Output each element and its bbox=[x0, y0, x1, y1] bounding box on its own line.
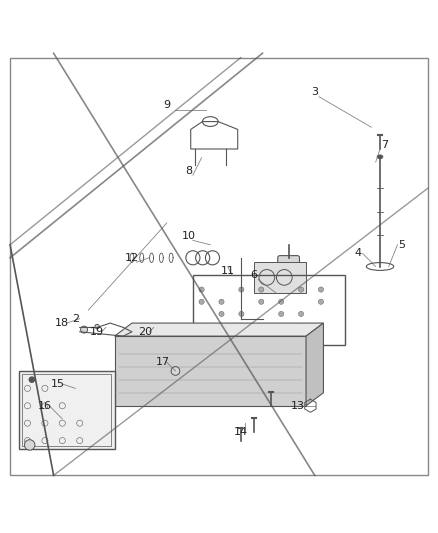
Circle shape bbox=[318, 299, 324, 304]
Text: 10: 10 bbox=[181, 231, 195, 241]
Circle shape bbox=[298, 311, 304, 317]
Text: 12: 12 bbox=[125, 253, 139, 263]
Polygon shape bbox=[306, 323, 323, 406]
Text: 19: 19 bbox=[90, 327, 104, 337]
Text: 2: 2 bbox=[72, 314, 79, 324]
Circle shape bbox=[259, 299, 264, 304]
Text: 3: 3 bbox=[311, 87, 318, 98]
FancyBboxPatch shape bbox=[278, 256, 300, 277]
Text: 6: 6 bbox=[251, 270, 257, 280]
Circle shape bbox=[219, 336, 224, 341]
Text: 9: 9 bbox=[163, 100, 170, 110]
Circle shape bbox=[199, 336, 204, 341]
Circle shape bbox=[259, 324, 264, 329]
Circle shape bbox=[318, 287, 324, 292]
Polygon shape bbox=[115, 323, 323, 336]
Circle shape bbox=[239, 324, 244, 329]
Text: 14: 14 bbox=[234, 427, 248, 437]
Text: 18: 18 bbox=[55, 318, 69, 328]
Circle shape bbox=[199, 287, 204, 292]
Circle shape bbox=[279, 311, 284, 317]
Circle shape bbox=[279, 336, 284, 341]
Circle shape bbox=[318, 324, 324, 329]
Text: 4: 4 bbox=[355, 248, 362, 259]
Circle shape bbox=[239, 311, 244, 317]
Text: 13: 13 bbox=[290, 401, 304, 411]
Circle shape bbox=[25, 440, 35, 450]
Circle shape bbox=[219, 311, 224, 317]
Text: 11: 11 bbox=[221, 266, 235, 276]
Circle shape bbox=[199, 324, 204, 329]
Circle shape bbox=[279, 299, 284, 304]
Polygon shape bbox=[19, 371, 115, 449]
Circle shape bbox=[171, 367, 180, 375]
Circle shape bbox=[95, 325, 99, 329]
Circle shape bbox=[239, 287, 244, 292]
Text: 15: 15 bbox=[51, 379, 65, 389]
Circle shape bbox=[219, 299, 224, 304]
Circle shape bbox=[259, 287, 264, 292]
FancyBboxPatch shape bbox=[254, 262, 306, 293]
Text: 8: 8 bbox=[185, 166, 192, 176]
Circle shape bbox=[259, 336, 264, 341]
Circle shape bbox=[29, 377, 35, 382]
Text: 7: 7 bbox=[381, 140, 388, 150]
Text: 17: 17 bbox=[155, 357, 170, 367]
Text: 5: 5 bbox=[398, 240, 405, 250]
Polygon shape bbox=[115, 336, 306, 406]
Circle shape bbox=[318, 336, 324, 341]
Circle shape bbox=[81, 326, 88, 333]
Text: 16: 16 bbox=[38, 401, 52, 411]
Text: 20: 20 bbox=[138, 327, 152, 337]
Circle shape bbox=[199, 299, 204, 304]
Circle shape bbox=[298, 324, 304, 329]
Ellipse shape bbox=[377, 155, 383, 159]
Circle shape bbox=[298, 287, 304, 292]
